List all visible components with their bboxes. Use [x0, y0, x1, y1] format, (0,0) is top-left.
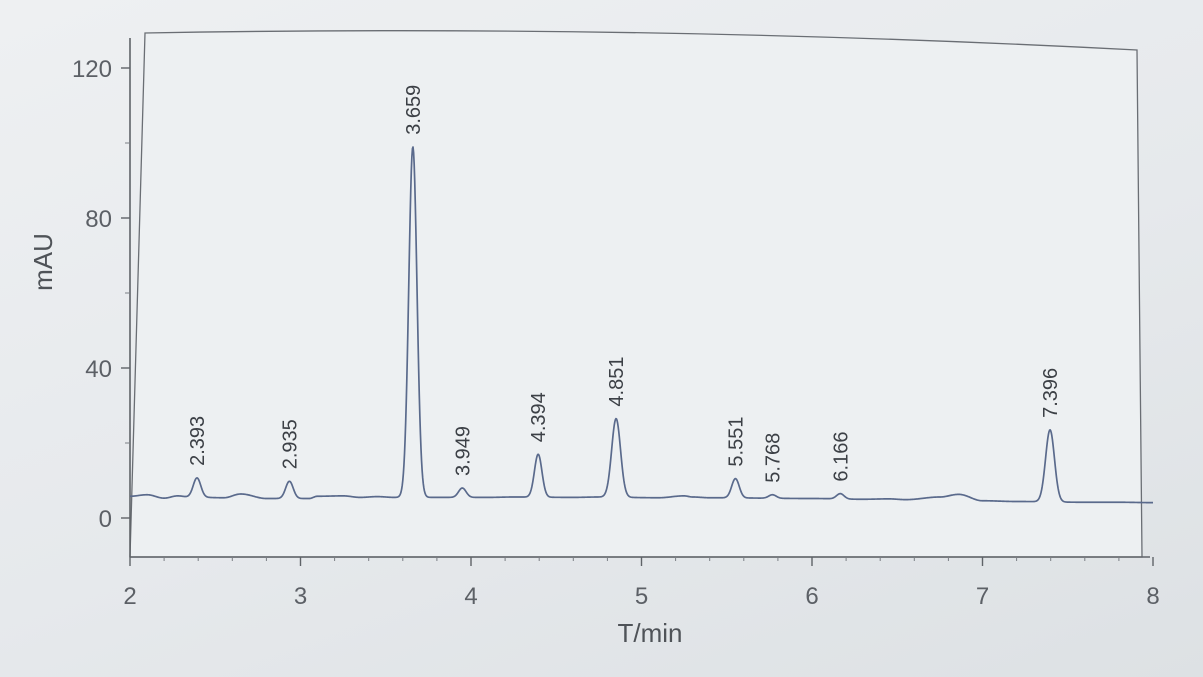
y-tick-label: 0	[99, 506, 112, 533]
x-tick-label: 2	[123, 583, 136, 610]
peak-label: 2.935	[279, 419, 301, 469]
x-tick-label: 6	[805, 583, 818, 610]
y-tick-label: 80	[85, 206, 112, 233]
x-tick-label: 8	[1146, 583, 1159, 610]
x-tick-label: 5	[635, 583, 648, 610]
y-axis-ticks: 0 40 80 120	[72, 56, 130, 533]
peak-label: 7.396	[1040, 368, 1062, 418]
y-tick-label: 40	[85, 356, 112, 383]
peak-label: 3.949	[452, 426, 474, 476]
chromatogram-trace	[129, 146, 1154, 504]
x-tick-label: 7	[976, 583, 989, 610]
x-axis-ticks: 2 3 4 5 6 7 8	[123, 557, 1160, 610]
peak-label: 2.393	[187, 416, 209, 466]
peak-label: 6.166	[830, 432, 852, 482]
plot-frame	[129, 30, 1143, 558]
peak-label: 4.851	[606, 357, 628, 407]
peak-label: 5.768	[762, 433, 784, 483]
y-axis-title: mAU	[28, 233, 58, 291]
peak-label: 5.551	[725, 417, 747, 467]
peak-labels: 2.393 2.935 3.659 3.949 4.394 4.851 5.551 5.768…	[187, 85, 1062, 483]
x-tick-label: 3	[294, 583, 307, 610]
x-tick-label: 4	[464, 583, 477, 610]
y-tick-label: 120	[72, 56, 112, 83]
peak-label: 4.394	[528, 392, 550, 442]
x-axis-title: T/min	[618, 618, 683, 648]
peak-label: 3.659	[403, 85, 425, 135]
